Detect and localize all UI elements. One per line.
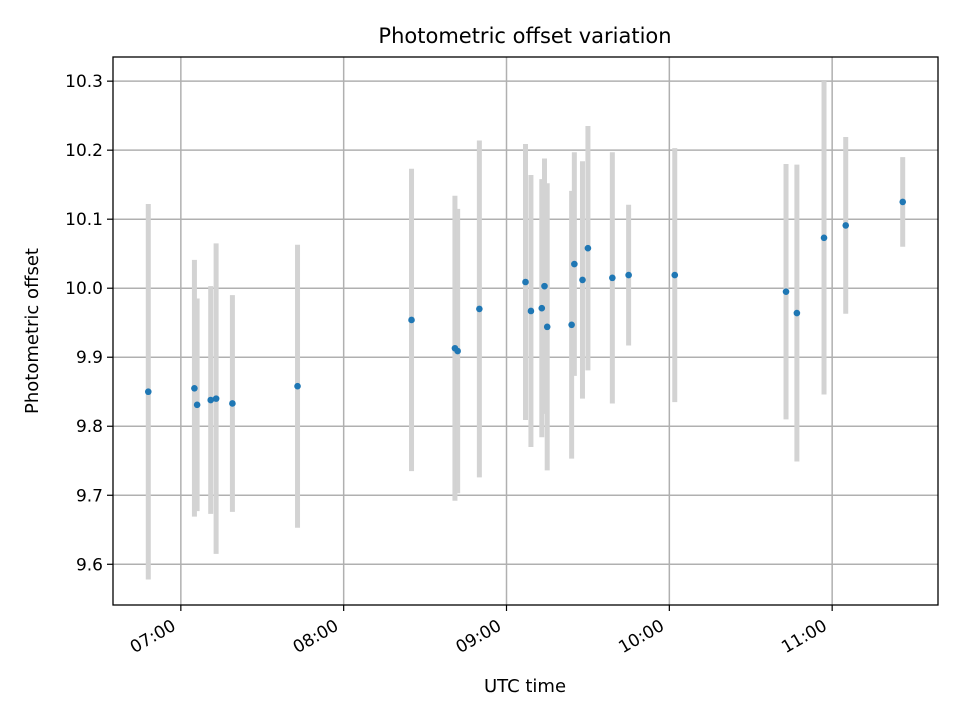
plot-frame [112, 56, 939, 606]
data-point [625, 271, 632, 279]
data-point [408, 316, 415, 324]
data-point [229, 400, 236, 407]
data-point [212, 395, 220, 402]
data-point [193, 401, 201, 409]
data-point [454, 347, 461, 355]
data-point [609, 274, 616, 282]
data-point [207, 396, 214, 404]
y-tick-label: 10.3 [65, 72, 103, 92]
data-point [793, 309, 801, 317]
data-point [538, 304, 546, 312]
data-point [144, 388, 152, 396]
y-tick-label: 10.0 [65, 279, 103, 299]
data-point [191, 384, 198, 392]
data-point [842, 222, 850, 229]
y-tick-label: 9.6 [76, 555, 103, 575]
data-point [571, 260, 578, 268]
data-point [782, 288, 790, 295]
y-tick-label: 9.7 [76, 486, 103, 506]
data-point [584, 244, 592, 252]
data-point [671, 271, 679, 279]
data-point [527, 307, 535, 315]
y-tick-label: 9.8 [76, 417, 103, 437]
data-point [476, 305, 483, 313]
data-point [820, 234, 828, 242]
chart-title: Photometric offset variation [378, 24, 671, 48]
y-tick-label: 9.9 [76, 348, 103, 368]
data-point [579, 276, 586, 284]
data-points [144, 198, 907, 409]
data-point [543, 323, 551, 331]
y-axis: 9.6 9.7 9.8 9.9 10.0 10.1 10.2 10.3 [65, 72, 113, 575]
x-axis-label: UTC time [484, 676, 566, 697]
data-point [541, 282, 548, 290]
y-tick-label: 10.2 [65, 141, 103, 161]
data-point [568, 321, 575, 329]
y-axis-label: Photometric offset [22, 248, 43, 414]
data-point [899, 198, 907, 206]
y-tick-label: 10.1 [65, 210, 103, 230]
data-point [522, 278, 529, 286]
data-point [294, 382, 301, 390]
